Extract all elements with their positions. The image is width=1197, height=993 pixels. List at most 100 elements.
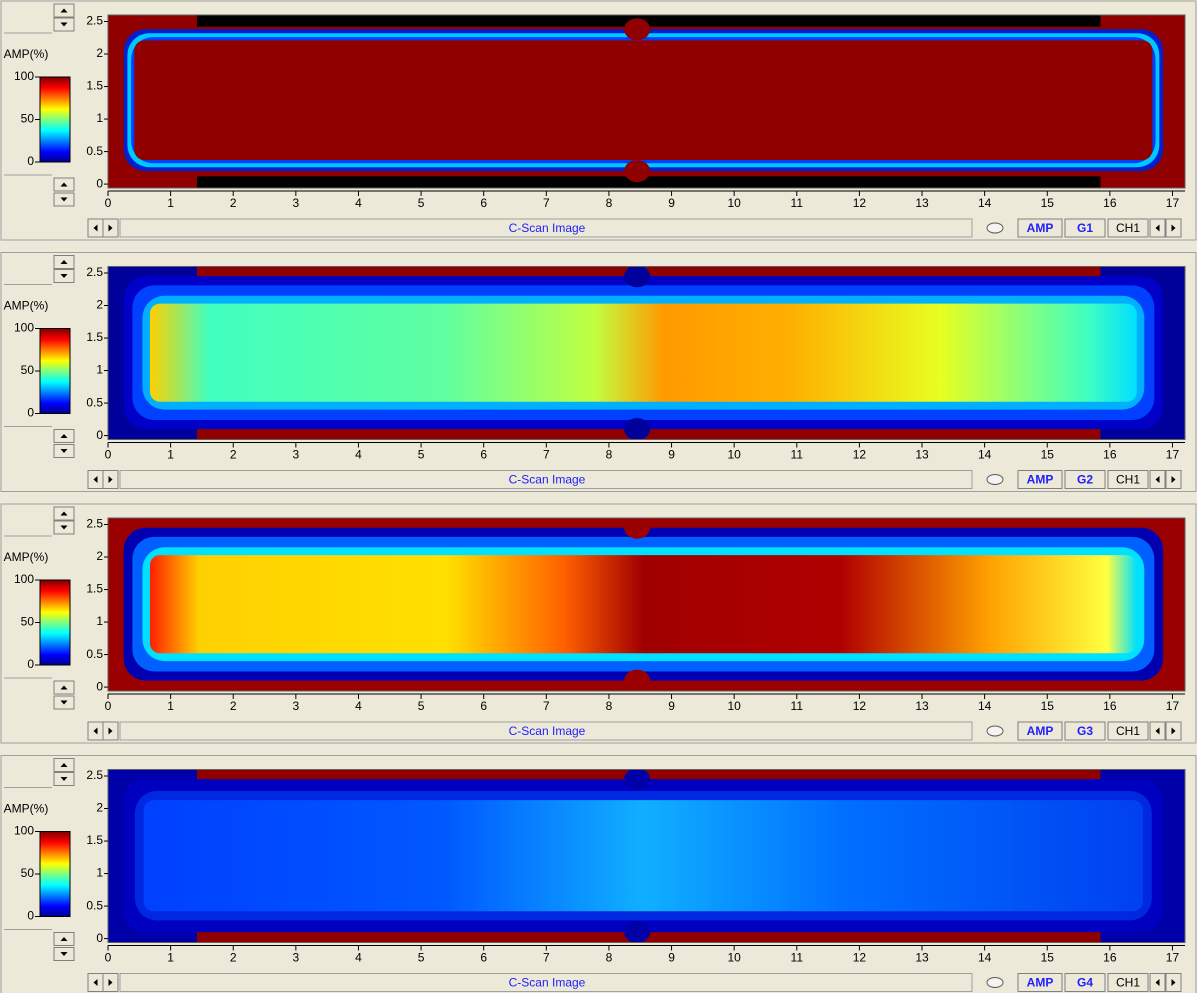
y-tick-label: 1.5 xyxy=(86,582,103,596)
toggle-button[interactable] xyxy=(986,977,1004,988)
mode-button[interactable] xyxy=(1017,973,1063,992)
y-tick-label: 0 xyxy=(96,428,103,442)
x-tick-label: 8 xyxy=(606,196,613,210)
specimen-core xyxy=(134,40,1153,161)
y-tick-label: 2 xyxy=(96,46,103,60)
mode-button[interactable] xyxy=(1017,218,1063,238)
x-tick-label: 8 xyxy=(606,448,613,462)
x-tick-label: 5 xyxy=(418,196,425,210)
x-tick-label: 16 xyxy=(1103,951,1117,965)
caption-field xyxy=(119,218,973,238)
x-tick-label: 5 xyxy=(418,448,425,462)
x-tick-label: 9 xyxy=(668,951,675,965)
x-tick-label: 17 xyxy=(1166,699,1180,713)
channel-button[interactable] xyxy=(1107,721,1149,741)
arrow-icon xyxy=(60,260,68,264)
caption-field xyxy=(119,470,973,489)
x-tick-label: 12 xyxy=(853,196,867,210)
arrow-icon xyxy=(60,937,68,941)
arrow-icon xyxy=(1155,979,1160,986)
colorbar-tick-label: 0 xyxy=(27,406,34,420)
colorbar xyxy=(39,328,71,414)
x-tick-label: 17 xyxy=(1166,448,1180,462)
toggle-button[interactable] xyxy=(986,474,1004,485)
channel-button[interactable] xyxy=(1107,470,1149,489)
channel-button[interactable] xyxy=(1107,218,1149,238)
channel-button[interactable] xyxy=(1107,973,1149,992)
gate-button[interactable] xyxy=(1064,470,1106,489)
cscan-image xyxy=(108,518,1185,691)
y-tick-label: 2.5 xyxy=(86,517,103,531)
toggle-button[interactable] xyxy=(986,725,1004,737)
arrow-icon xyxy=(60,8,68,13)
x-tick-label: 15 xyxy=(1041,196,1055,210)
x-tick-label: 14 xyxy=(978,196,992,210)
channel-label: CH1 xyxy=(1116,221,1140,235)
x-tick-label: 17 xyxy=(1166,951,1180,965)
notch xyxy=(624,160,651,183)
colorbar-tick-label: 0 xyxy=(27,154,34,168)
gate-button[interactable] xyxy=(1064,721,1106,741)
x-tick-label: 17 xyxy=(1166,196,1180,210)
x-tick-label: 7 xyxy=(543,699,550,713)
notch xyxy=(624,266,651,288)
x-tick-label: 9 xyxy=(668,196,675,210)
y-tick-label: 1 xyxy=(96,866,103,880)
plot-border xyxy=(107,266,1186,440)
arrow-icon xyxy=(1171,476,1176,483)
x-tick-label: 0 xyxy=(105,196,112,210)
arrow-icon xyxy=(1155,224,1160,232)
arrow-icon xyxy=(1171,979,1176,986)
caption: C-Scan Image xyxy=(509,473,586,487)
y-tick-label: 2.5 xyxy=(86,14,103,28)
toggle-button[interactable] xyxy=(986,222,1004,234)
mode-label: AMP xyxy=(1027,221,1054,235)
arrow-icon xyxy=(60,777,68,781)
gate-label: G3 xyxy=(1077,724,1093,738)
specimen-core xyxy=(149,303,1137,402)
y-tick-label: 2 xyxy=(96,298,103,312)
notch xyxy=(624,18,651,41)
cscan-image xyxy=(108,769,1185,943)
gate-label: G4 xyxy=(1077,976,1093,990)
gate-label: G2 xyxy=(1077,473,1093,487)
x-tick-label: 16 xyxy=(1103,448,1117,462)
caption: C-Scan Image xyxy=(509,976,586,990)
arrow-icon xyxy=(1171,727,1176,735)
specimen-core xyxy=(149,555,1137,654)
caption: C-Scan Image xyxy=(509,221,586,235)
gate-button[interactable] xyxy=(1064,218,1106,238)
x-tick-label: 14 xyxy=(978,699,992,713)
y-tick-label: 0.5 xyxy=(86,144,103,158)
x-tick-label: 10 xyxy=(727,951,741,965)
x-tick-label: 1 xyxy=(167,951,174,965)
x-tick-label: 5 xyxy=(418,699,425,713)
cscan-image xyxy=(108,266,1185,440)
arrow-icon xyxy=(1155,727,1160,735)
colorbar-tick-label: 100 xyxy=(14,572,34,586)
colorbar-tick-label: 0 xyxy=(27,909,34,923)
notch xyxy=(624,418,651,440)
colorbar-label: AMP(%) xyxy=(4,47,49,61)
arrow-icon xyxy=(108,476,113,483)
colorbar xyxy=(39,831,71,917)
x-tick-label: 11 xyxy=(791,448,804,462)
x-tick-label: 13 xyxy=(915,699,929,713)
x-tick-label: 0 xyxy=(105,448,112,462)
x-tick-label: 3 xyxy=(293,951,300,965)
gate-button[interactable] xyxy=(1064,973,1106,992)
x-tick-label: 16 xyxy=(1103,699,1117,713)
channel-label: CH1 xyxy=(1116,724,1140,738)
mode-button[interactable] xyxy=(1017,470,1063,489)
arrow-icon xyxy=(93,476,98,483)
x-tick-label: 12 xyxy=(853,951,867,965)
strip xyxy=(196,15,1101,27)
y-tick-label: 0 xyxy=(96,679,103,693)
mode-button[interactable] xyxy=(1017,721,1063,741)
caption-field xyxy=(119,721,973,741)
x-tick-label: 13 xyxy=(915,951,929,965)
x-tick-label: 4 xyxy=(355,699,362,713)
